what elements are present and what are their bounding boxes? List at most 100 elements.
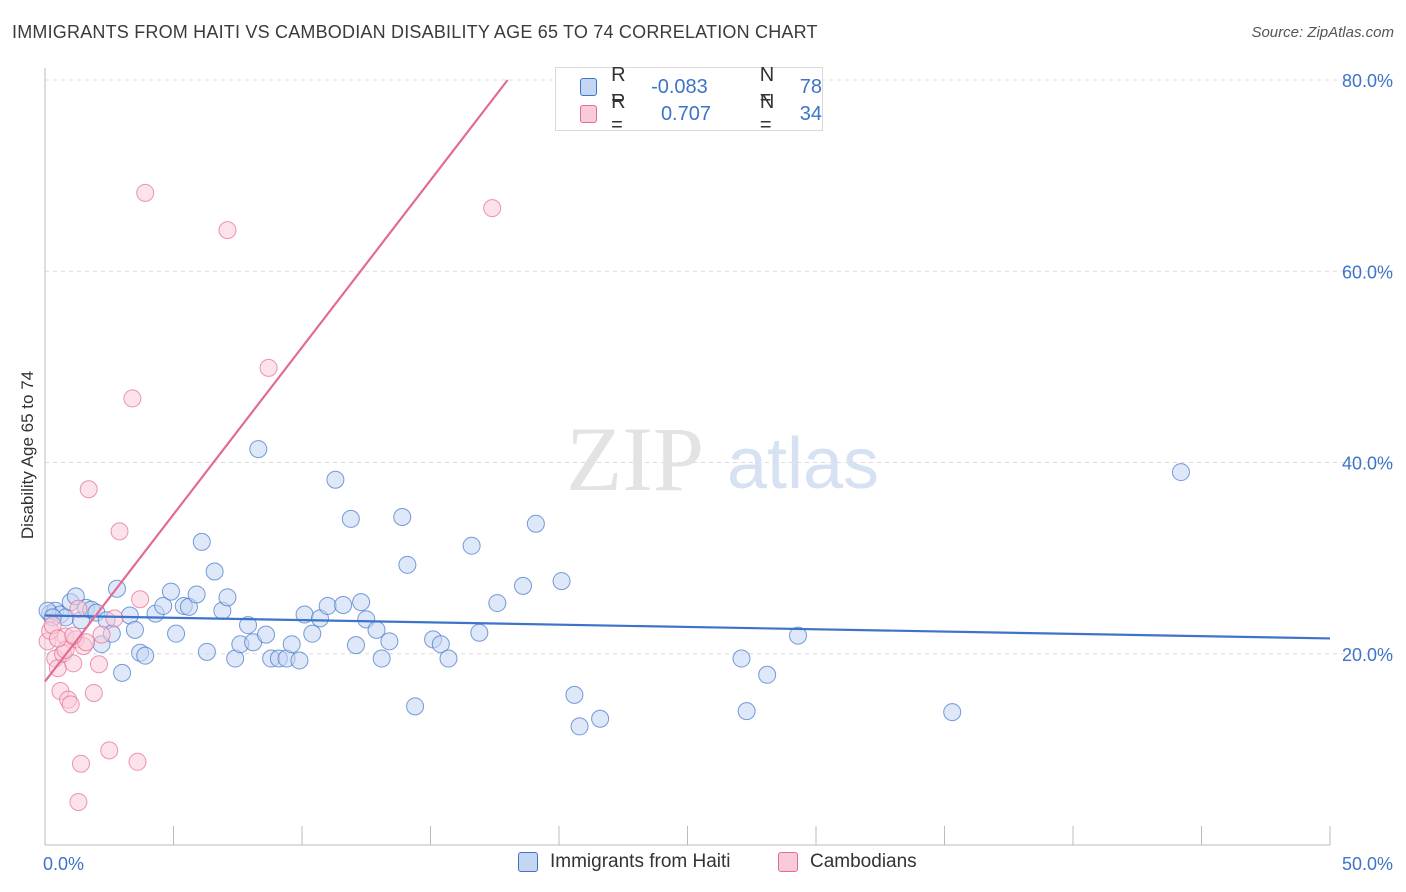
cambodians-point (123, 389, 142, 408)
y-tick-label: 40.0% (1342, 454, 1393, 474)
cambodians-point (61, 695, 80, 714)
tick-labels: 20.0% 40.0% 60.0% 80.0% 0.0% 50.0% (43, 71, 1393, 874)
haiti-point (372, 649, 391, 668)
haiti-point (431, 635, 450, 654)
cambodians-swatch (580, 105, 598, 123)
series-legend: Immigrants from Haiti Cambodians (0, 851, 1406, 877)
haiti-point (570, 717, 589, 736)
cambodians-point (218, 221, 237, 240)
haiti-point (732, 649, 751, 668)
watermark-zip: ZIP (566, 408, 704, 510)
haiti-point (943, 703, 962, 722)
haiti-point (334, 595, 353, 614)
n-label: N = (759, 91, 775, 136)
watermark: ZIP atlas (566, 408, 879, 510)
haiti-point (326, 470, 345, 489)
data-points (38, 183, 1190, 811)
cambodians-point (92, 625, 111, 644)
stats-legend: R = -0.083 N = 78 R = 0.707 N = 34 (555, 64, 823, 136)
haiti-point (187, 585, 206, 604)
cambodians-point (84, 683, 103, 702)
axes (44, 68, 1331, 846)
haiti-point (488, 594, 507, 613)
r-value: 0.707 (660, 102, 711, 125)
cambodians-legend-swatch (778, 852, 798, 872)
stats-row-haiti: R = -0.083 N = 78 (580, 64, 822, 109)
trend-lines (44, 79, 1331, 683)
n-label: N = (759, 64, 775, 109)
cambodians-point (105, 609, 124, 628)
cambodians-point (110, 522, 129, 541)
r-label: R = (611, 64, 626, 109)
haiti-point (565, 685, 584, 704)
y-tick-label: 20.0% (1342, 645, 1393, 665)
chart-title: IMMIGRANTS FROM HAITI VS CAMBODIAN DISAB… (12, 22, 818, 42)
cambodians-point (128, 752, 147, 771)
haiti-point (346, 636, 365, 655)
haiti-swatch (580, 78, 598, 96)
haiti-legend-swatch (518, 852, 538, 872)
haiti-point (136, 646, 155, 665)
grid-lines (45, 79, 1393, 655)
n-value: 78 (799, 75, 822, 98)
haiti-point (737, 702, 756, 721)
cambodians-point (69, 599, 88, 618)
haiti-point (218, 588, 237, 607)
legend-item-haiti[interactable]: Immigrants from Haiti (518, 851, 731, 873)
haiti-point (290, 651, 309, 670)
haiti-point (526, 514, 545, 533)
cambodians-point (136, 183, 155, 202)
haiti-point (303, 624, 322, 643)
haiti-point (161, 582, 180, 601)
haiti-point (591, 709, 610, 728)
cambodians-point (69, 792, 88, 811)
haiti-point (249, 440, 268, 459)
haiti-point (282, 635, 301, 654)
haiti-point (125, 620, 144, 639)
cambodians-point (79, 480, 98, 499)
haiti-point (167, 624, 186, 643)
haiti-point (758, 665, 777, 684)
haiti-point (318, 596, 337, 615)
r-label: R = (611, 91, 626, 136)
x-tick-label: 50.0% (1342, 854, 1393, 874)
source-label: Source: ZipAtlas.com (1251, 24, 1394, 41)
legend-item-cambodians[interactable]: Cambodians (778, 851, 917, 873)
y-tick-label: 60.0% (1342, 262, 1393, 282)
haiti-point (197, 642, 216, 661)
cambodians-point (64, 654, 83, 673)
haiti-point (470, 623, 489, 642)
y-tick-label: 80.0% (1342, 71, 1393, 91)
haiti-point (239, 616, 258, 635)
cambodians-point (48, 629, 67, 648)
cambodians-trend-line (44, 79, 509, 683)
x-tick-label: 0.0% (43, 854, 84, 874)
n-value: 34 (799, 102, 822, 125)
stats-row-cambodians: R = 0.707 N = 34 (580, 91, 822, 136)
cambodians-point (89, 655, 108, 674)
haiti-trend-line (44, 614, 1331, 640)
haiti-point (552, 572, 571, 591)
y-axis-label: Disability Age 65 to 74 (18, 370, 37, 540)
haiti-point (398, 555, 417, 574)
haiti-point (257, 625, 276, 644)
haiti-point (380, 632, 399, 651)
haiti-point (514, 576, 533, 595)
watermark-atlas: atlas (727, 424, 879, 504)
haiti-point (154, 596, 173, 615)
cambodians-point (483, 199, 502, 218)
haiti-point (192, 532, 211, 551)
cambodians-point (100, 741, 119, 760)
legend-label-cambodians: Cambodians (810, 851, 917, 872)
haiti-point (352, 593, 371, 612)
haiti-point (439, 649, 458, 668)
haiti-point (113, 663, 132, 682)
r-value: -0.083 (651, 75, 708, 98)
haiti-point (406, 697, 425, 716)
haiti-point (462, 536, 481, 555)
cambodians-point (71, 754, 90, 773)
cambodians-point (131, 590, 150, 609)
legend-label-haiti: Immigrants from Haiti (550, 851, 731, 872)
haiti-point (393, 508, 412, 527)
